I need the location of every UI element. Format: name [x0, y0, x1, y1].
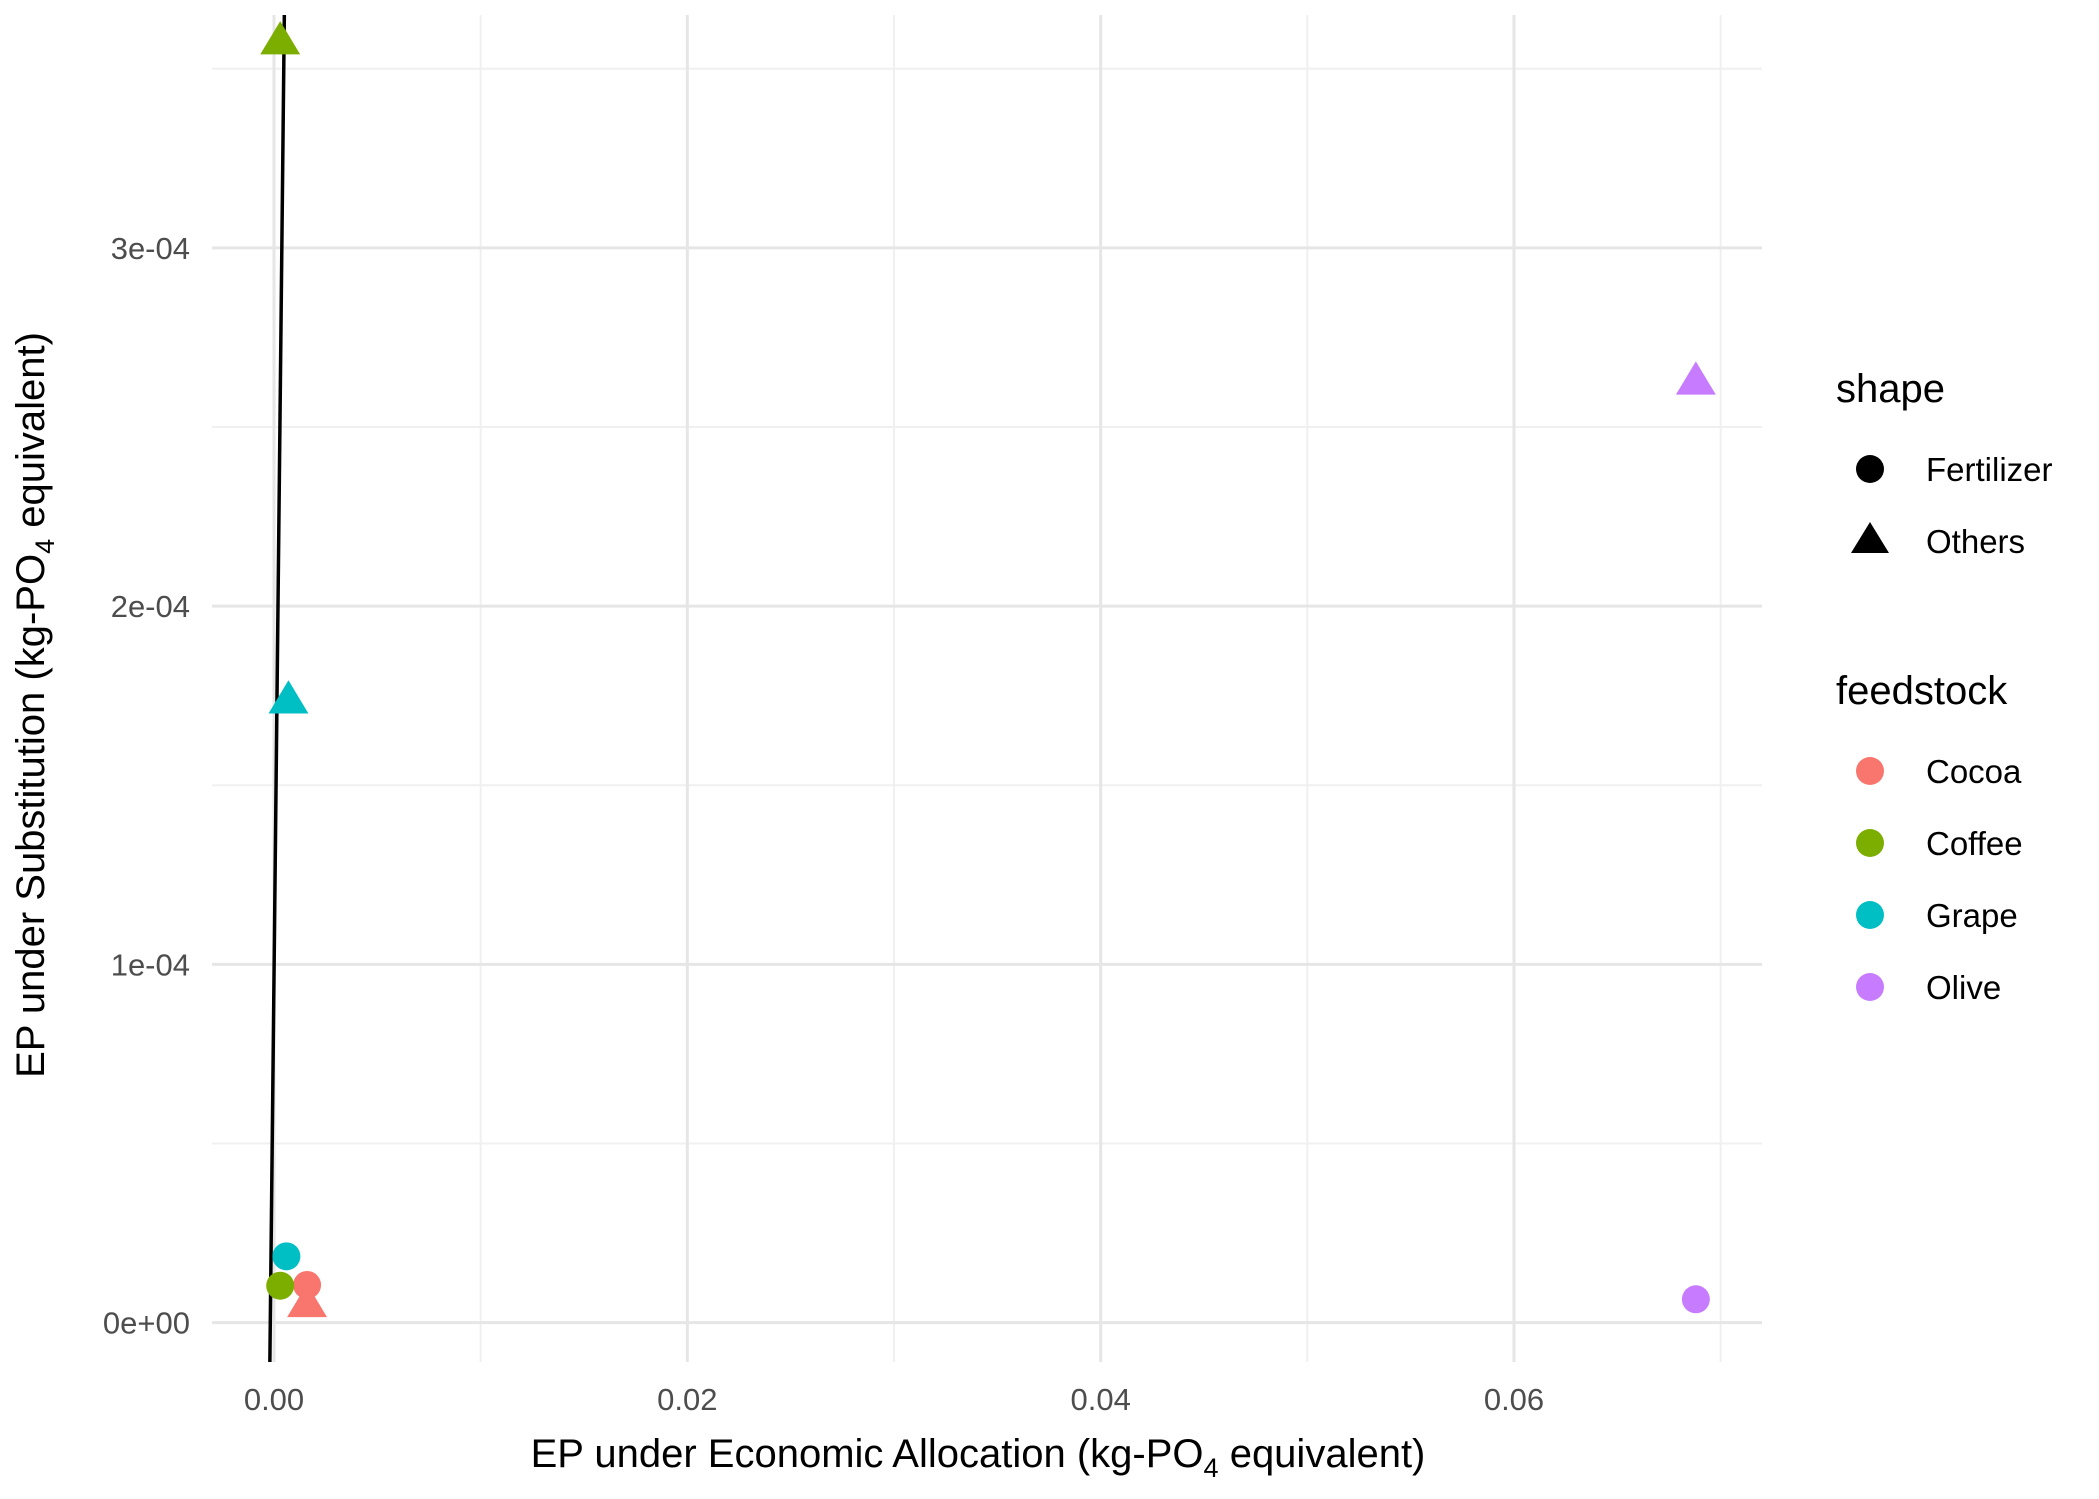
point-olive-others — [1675, 361, 1716, 395]
legend-feedstock-item-grape: Grape — [1856, 897, 2018, 934]
legend-triangle-icon — [1851, 522, 1889, 553]
y-tick-label: 3e-04 — [111, 231, 190, 266]
x-tick-label: 0.04 — [1070, 1382, 1130, 1417]
legend-feedstock-label: Grape — [1926, 897, 2018, 934]
data-points — [260, 21, 1716, 1318]
legend-shape-label: Fertilizer — [1926, 451, 2053, 488]
point-grape-fertilizer — [272, 1242, 301, 1271]
legend-shape-label: Others — [1926, 523, 2025, 560]
point-olive-fertilizer — [1681, 1285, 1710, 1314]
y-tick-label: 2e-04 — [111, 589, 190, 624]
legend-shape-item-fertilizer: Fertilizer — [1856, 451, 2053, 488]
legend-feedstock-label: Cocoa — [1926, 753, 2022, 790]
x-axis-title: EP under Economic Allocation (kg-PO4 equ… — [531, 1432, 1426, 1483]
minor-gridlines — [212, 15, 1762, 1362]
y-axis-title-suffix: equivalent) — [9, 332, 53, 539]
legend-feedstock-label: Coffee — [1926, 825, 2023, 862]
legend-feedstock-title: feedstock — [1836, 669, 2008, 713]
major-gridlines — [212, 15, 1762, 1362]
legend-feedstock-item-cocoa: Cocoa — [1856, 753, 2022, 790]
x-tick-label: 0.00 — [244, 1382, 304, 1417]
x-tick-label: 0.02 — [657, 1382, 717, 1417]
point-coffee-fertilizer — [266, 1271, 295, 1300]
x-axis-tick-labels: 0.00 0.02 0.04 0.06 — [244, 1382, 1544, 1417]
point-coffee-others — [260, 21, 301, 55]
legend-feedstock-item-olive: Olive — [1856, 969, 2001, 1006]
legend-swatch-icon — [1856, 757, 1884, 785]
legend: shape Fertilizer Others feedstock Cocoa … — [1836, 367, 2053, 1006]
y-tick-label: 1e-04 — [111, 947, 190, 982]
legend-shape-title: shape — [1836, 367, 1945, 411]
x-tick-label: 0.06 — [1484, 1382, 1544, 1417]
y-axis-tick-labels: 0e+00 1e-04 2e-04 3e-04 — [103, 231, 190, 1341]
x-axis-title-subscript: 4 — [1204, 1453, 1219, 1483]
y-axis-title: EP under Substitution (kg-PO4 equivalent… — [9, 332, 60, 1078]
legend-shape-item-others: Others — [1851, 522, 2025, 560]
reference-line-group — [268, 14, 287, 1363]
legend-feedstock-item-coffee: Coffee — [1856, 825, 2023, 862]
legend-feedstock-label: Olive — [1926, 969, 2001, 1006]
legend-swatch-icon — [1856, 829, 1884, 857]
point-grape-others — [268, 680, 309, 714]
y-axis-title-prefix: EP under Substitution (kg-PO — [9, 554, 53, 1078]
x-axis-title-suffix: equivalent) — [1219, 1432, 1426, 1476]
y-tick-label: 0e+00 — [103, 1306, 190, 1341]
reference-line — [268, 14, 287, 1363]
point-cocoa-others — [287, 1283, 328, 1318]
x-axis-title-prefix: EP under Economic Allocation (kg-PO — [531, 1432, 1204, 1476]
legend-swatch-icon — [1856, 901, 1884, 929]
y-axis-title-subscript: 4 — [30, 539, 60, 554]
legend-circle-icon — [1856, 455, 1884, 483]
legend-swatch-icon — [1856, 973, 1884, 1001]
